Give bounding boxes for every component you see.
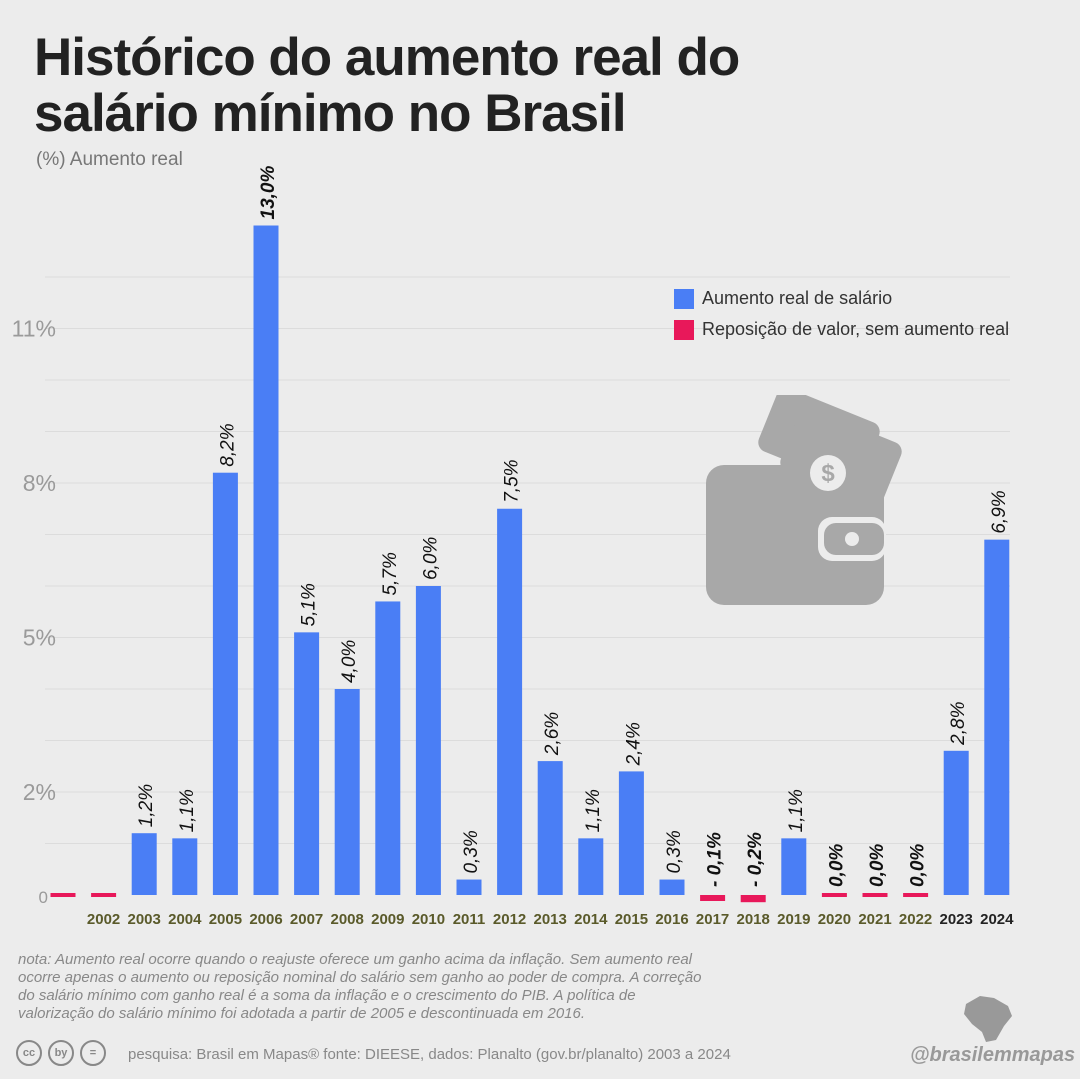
brazil-map-icon <box>964 996 1012 1042</box>
x-tick-label: 2010 <box>412 911 445 928</box>
bar <box>212 472 238 895</box>
legend-swatch-blue <box>674 288 694 309</box>
y-tick-label: 11% <box>12 316 56 342</box>
bar-value-label: - 0,1% <box>705 832 726 887</box>
x-tick-label: 2019 <box>777 911 810 928</box>
legend-item-reposicao: Reposição de valor, sem aumento real <box>674 319 1009 340</box>
bar-value-label: 6,0% <box>420 537 441 580</box>
bar-value-label: 0,3% <box>461 830 482 873</box>
x-tick-label: 2020 <box>818 911 851 928</box>
bar-value-label: 2,4% <box>623 722 644 766</box>
x-tick-label: 2005 <box>209 911 242 928</box>
chart-title: Histórico do aumento real do salário mín… <box>34 28 740 143</box>
bar-value-label: 0,0% <box>908 844 929 887</box>
bar <box>862 893 888 897</box>
bar-value-label: 7,5% <box>502 459 523 502</box>
source-credit: pesquisa: Brasil em Mapas® fonte: DIEESE… <box>128 1046 731 1063</box>
cc-icon: cc <box>16 1040 42 1066</box>
legend: Aumento real de salário Reposição de val… <box>674 288 1009 350</box>
bar-value-label: 6,9% <box>989 490 1010 533</box>
x-tick-label: 2004 <box>168 911 202 928</box>
legend-swatch-red <box>674 319 694 340</box>
bar-value-label: 5,1% <box>299 583 320 626</box>
y-axis-unit-label: (%) Aumento real <box>36 149 183 170</box>
bar <box>821 893 847 897</box>
legend-label: Aumento real de salário <box>702 288 893 308</box>
bar <box>50 893 76 897</box>
bar <box>618 771 644 895</box>
x-tick-label: 2006 <box>249 911 282 928</box>
bar-value-label: 1,1% <box>583 789 604 832</box>
x-tick-label: 2011 <box>453 911 486 928</box>
no-derivatives-icon: = <box>80 1040 106 1066</box>
y-tick-label: 8% <box>23 470 56 496</box>
bar <box>781 838 807 895</box>
y-tick-label: 5% <box>23 625 56 651</box>
bar <box>375 601 401 895</box>
bar <box>172 838 198 895</box>
bar <box>497 508 523 895</box>
bar-value-label: 0,0% <box>867 844 888 887</box>
x-tick-label: 2024 <box>980 911 1014 928</box>
bar-value-label: 13,0% <box>258 166 279 220</box>
x-tick-label: 2014 <box>574 911 608 928</box>
bar-value-label: 0,0% <box>826 844 847 887</box>
x-tick-label: 2022 <box>899 911 932 928</box>
x-tick-label: 2023 <box>940 911 973 928</box>
y-tick-label: 2% <box>23 779 56 805</box>
x-tick-label: 2013 <box>534 911 567 928</box>
x-tick-label: 2015 <box>615 911 648 928</box>
bar <box>943 750 969 895</box>
bar-value-label: 1,1% <box>786 789 807 832</box>
x-tick-label: 2012 <box>493 911 526 928</box>
bar <box>334 689 360 895</box>
bar-chart: 0 2% 5% 8% 11% 2002 1,2% 2003 1,1% 2004 8,2% 2005 13… <box>12 166 1014 928</box>
bar-value-label: - 0,2% <box>745 832 766 887</box>
attribution-icon: by <box>48 1040 74 1066</box>
x-tick-label: 2007 <box>290 911 323 928</box>
x-tick-label: 2018 <box>737 911 770 928</box>
x-tick-label: 2008 <box>331 911 364 928</box>
bar <box>578 838 604 895</box>
brand-handle: @brasilemmapas <box>910 1044 1076 1066</box>
bar-value-label: 1,1% <box>177 789 198 832</box>
license-icons: cc by = <box>16 1040 112 1066</box>
bar-value-label: 5,7% <box>380 552 401 595</box>
x-tick-label: 2002 <box>87 911 120 928</box>
bar <box>91 893 117 897</box>
bar <box>659 879 685 895</box>
x-tick-label: 2009 <box>371 911 404 928</box>
wallet-money-icon: $ <box>706 395 902 605</box>
x-tick-label: 2003 <box>128 911 161 928</box>
bar-value-label: 2,6% <box>542 712 563 756</box>
bar <box>740 895 766 903</box>
y-tick-label: 0 <box>39 888 48 907</box>
bar <box>984 539 1010 895</box>
svg-text:$: $ <box>821 460 835 487</box>
bar <box>700 895 726 901</box>
bar-value-label: 1,2% <box>136 784 157 827</box>
legend-label: Reposição de valor, sem aumento real <box>702 319 1010 339</box>
x-tick-label: 2021 <box>858 911 891 928</box>
bar-value-label: 0,3% <box>664 830 685 873</box>
bar-value-label: 2,8% <box>948 701 969 745</box>
bar <box>415 586 441 895</box>
bar <box>537 761 563 895</box>
bar <box>253 225 279 895</box>
legend-item-aumento-real: Aumento real de salário <box>674 288 1009 309</box>
bar-value-label: 4,0% <box>339 640 360 683</box>
x-tick-label: 2016 <box>655 911 688 928</box>
bar <box>294 632 320 895</box>
x-tick-label: 2017 <box>696 911 729 928</box>
bar <box>131 833 157 895</box>
bar-value-label: 8,2% <box>217 423 238 466</box>
bar <box>456 879 482 895</box>
footnote: nota: Aumento real ocorre quando o reaju… <box>18 951 702 1022</box>
bar <box>903 893 929 897</box>
